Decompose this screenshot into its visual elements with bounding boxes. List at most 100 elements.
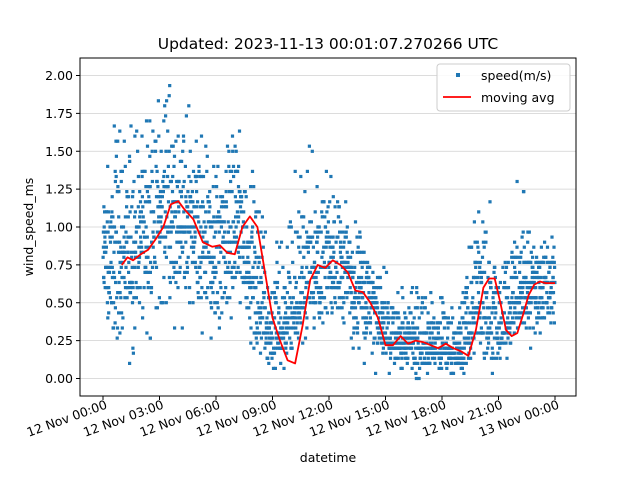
scatter-point: [150, 240, 154, 244]
scatter-point: [426, 321, 430, 325]
scatter-point: [404, 331, 408, 335]
scatter-point: [244, 260, 248, 264]
scatter-point: [186, 210, 190, 214]
scatter-point: [474, 265, 478, 269]
scatter-point: [293, 275, 297, 280]
scatter-point: [469, 356, 473, 360]
scatter-point: [385, 326, 389, 330]
scatter-point: [143, 200, 147, 204]
scatter-point: [178, 255, 182, 259]
scatter-point: [391, 321, 395, 325]
scatter-point: [249, 301, 253, 305]
scatter-point: [123, 164, 127, 168]
scatter-point: [313, 265, 317, 269]
scatter-point: [128, 210, 132, 214]
scatter-point: [321, 215, 325, 219]
scatter-point: [476, 331, 480, 335]
legend: speed(m/s) moving avg: [436, 63, 571, 112]
scatter-point: [218, 215, 222, 219]
scatter-point: [298, 316, 302, 320]
scatter-point: [221, 200, 225, 204]
scatter-point: [259, 280, 264, 285]
scatter-point: [442, 326, 446, 330]
scatter-point: [192, 215, 197, 219]
scatter-point: [331, 195, 335, 199]
scatter-point: [485, 291, 489, 295]
scatter-point: [449, 321, 453, 325]
scatter-point: [172, 200, 176, 204]
scatter-point: [548, 265, 552, 269]
scatter-point: [187, 174, 191, 179]
scatter-point: [524, 275, 528, 280]
scatter-point: [534, 260, 538, 264]
scatter-point: [425, 371, 430, 375]
scatter-point: [319, 230, 323, 234]
scatter-point: [476, 275, 480, 280]
scatter-point: [229, 179, 233, 184]
scatter-point: [377, 326, 381, 330]
scatter-point: [451, 316, 455, 320]
scatter-point: [551, 255, 555, 259]
scatter-point: [515, 316, 519, 320]
scatter-point: [217, 260, 221, 264]
scatter-point: [297, 245, 301, 249]
scatter-point: [336, 235, 340, 239]
scatter-point: [205, 154, 209, 158]
scatter-point: [289, 306, 293, 310]
scatter-point: [128, 361, 132, 365]
scatter-point: [416, 361, 420, 365]
scatter-point: [129, 286, 133, 290]
scatter-point: [512, 321, 516, 325]
scatter-point: [498, 341, 502, 345]
scatter-point: [101, 255, 105, 259]
scatter-point: [243, 280, 247, 285]
scatter-point: [505, 326, 509, 330]
scatter-point: [384, 351, 388, 355]
scatter-point: [328, 200, 332, 204]
scatter-point: [363, 316, 367, 320]
y-axis-ticks: 0.000.250.500.751.001.251.501.752.00: [45, 68, 80, 386]
scatter-point: [296, 235, 300, 239]
scatter-point: [484, 321, 488, 325]
scatter-point: [174, 210, 178, 214]
scatter-point: [283, 331, 288, 335]
scatter-point: [365, 306, 369, 310]
scatter-point: [186, 255, 190, 259]
scatter-point: [306, 235, 310, 239]
scatter-point: [208, 255, 212, 259]
scatter-point: [166, 185, 170, 189]
scatter-point: [381, 311, 385, 315]
scatter-point: [550, 235, 554, 239]
scatter-point: [217, 316, 222, 320]
scatter-point: [415, 306, 419, 310]
scatter-point: [226, 265, 230, 269]
scatter-point: [209, 301, 213, 305]
scatter-point: [131, 346, 135, 350]
scatter-point: [537, 275, 541, 280]
scatter-point: [281, 265, 285, 269]
scatter-point: [115, 296, 119, 300]
scatter-point: [193, 230, 197, 234]
scatter-point: [161, 190, 165, 194]
scatter-point: [194, 179, 198, 184]
scatter-point: [137, 260, 141, 264]
scatter-point: [134, 250, 138, 254]
scatter-point: [329, 301, 333, 305]
scatter-point: [345, 296, 349, 300]
scatter-point: [105, 301, 109, 305]
scatter-point: [433, 356, 437, 360]
scatter-point: [546, 306, 550, 310]
scatter-point: [459, 351, 463, 355]
scatter-point: [552, 260, 556, 264]
scatter-point: [167, 275, 171, 280]
scatter-point: [447, 346, 451, 350]
scatter-point: [551, 311, 555, 315]
scatter-point: [266, 356, 270, 360]
scatter-point: [131, 286, 135, 290]
scatter-point: [200, 286, 204, 290]
scatter-point: [544, 275, 548, 280]
scatter-point: [143, 235, 147, 239]
scatter-point: [463, 321, 467, 325]
scatter-point: [209, 280, 213, 285]
scatter-point: [396, 291, 400, 295]
